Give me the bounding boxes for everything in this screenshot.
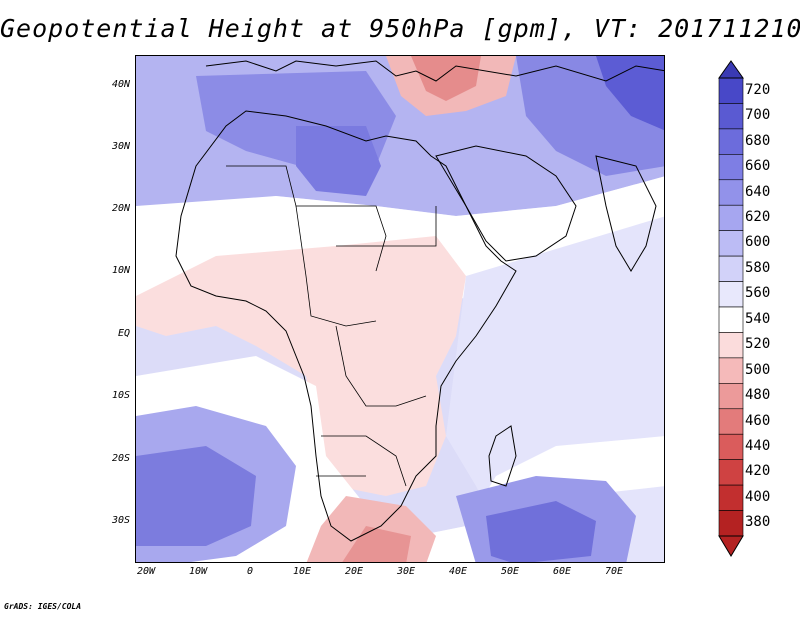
colorbar-label: 440 <box>745 437 771 454</box>
lat-label-10n: 10N <box>111 265 130 276</box>
colorbar-swatch <box>718 281 744 308</box>
colorbar-label: 540 <box>745 310 771 327</box>
colorbar-label: 640 <box>745 183 771 200</box>
lon-label-20e: 20E <box>344 566 364 577</box>
colorbar-label: 720 <box>745 81 771 98</box>
colorbar-swatch <box>718 433 744 460</box>
lon-label-50e: 50E <box>500 566 520 577</box>
colorbar-swatch <box>718 306 744 333</box>
colorbar-label: 380 <box>745 514 771 531</box>
lon-label-20w: 20W <box>136 566 156 577</box>
colorbar-swatch <box>718 154 744 181</box>
lon-label-0: 0 <box>246 566 254 577</box>
map-title: Geopotential Height at 950hPa [gpm], VT:… <box>0 14 800 43</box>
colorbar <box>718 60 744 557</box>
colorbar-label: 460 <box>745 412 771 429</box>
colorbar-swatch <box>718 128 744 155</box>
colorbar-swatch <box>718 484 744 511</box>
colorbar-label: 520 <box>745 336 771 353</box>
colorbar-label: 600 <box>745 234 771 251</box>
arabia-coastline <box>435 145 577 262</box>
colorbar-label: 420 <box>745 463 771 480</box>
europe-coastline <box>205 60 664 82</box>
lon-label-10e: 10E <box>292 566 312 577</box>
lat-label-10s: 10S <box>111 390 130 401</box>
lon-label-40e: 40E <box>448 566 468 577</box>
colorbar-swatch <box>718 357 744 384</box>
lat-label-30s: 30S <box>111 515 130 526</box>
colorbar-swatch <box>718 230 744 257</box>
lon-label-70e: 70E <box>604 566 624 577</box>
lat-label-40n: 40N <box>111 79 130 90</box>
colorbar-label: 700 <box>745 107 771 124</box>
colorbar-swatch <box>718 408 744 435</box>
colorbar-bottom-arrow <box>718 535 744 557</box>
colorbar-label: 500 <box>745 361 771 378</box>
low-region-central-africa <box>136 236 466 496</box>
colorbar-swatch <box>718 383 744 410</box>
lat-label-eq: EQ <box>117 328 130 339</box>
colorbar-label: 660 <box>745 158 771 175</box>
colorbar-top-arrow <box>718 60 744 79</box>
footer-credit: GrADS: IGES/COLA <box>4 602 82 611</box>
colorbar-label: 560 <box>745 285 771 302</box>
colorbar-swatch <box>718 204 744 231</box>
colorbar-label: 620 <box>745 208 771 225</box>
lat-label-20s: 20S <box>111 453 130 464</box>
colorbar-swatch <box>718 77 744 104</box>
colorbar-label: 400 <box>745 488 771 505</box>
lat-label-30n: 30N <box>111 141 130 152</box>
map-panel <box>135 55 665 563</box>
geopotential-map <box>136 56 664 562</box>
lon-label-60e: 60E <box>552 566 572 577</box>
colorbar-swatch <box>718 510 744 537</box>
india-coastline <box>595 155 657 272</box>
colorbar-swatch <box>718 103 744 130</box>
colorbar-label: 580 <box>745 259 771 276</box>
colorbar-label: 680 <box>745 132 771 149</box>
lon-label-10w: 10W <box>188 566 208 577</box>
colorbar-label: 480 <box>745 387 771 404</box>
colorbar-swatch <box>718 332 744 359</box>
madagascar-coastline <box>488 425 517 487</box>
lon-label-30e: 30E <box>396 566 416 577</box>
colorbar-swatch <box>718 255 744 282</box>
colorbar-swatch <box>718 459 744 486</box>
lat-label-20n: 20N <box>111 203 130 214</box>
colorbar-swatch <box>718 179 744 206</box>
africa-coastline <box>175 110 517 542</box>
